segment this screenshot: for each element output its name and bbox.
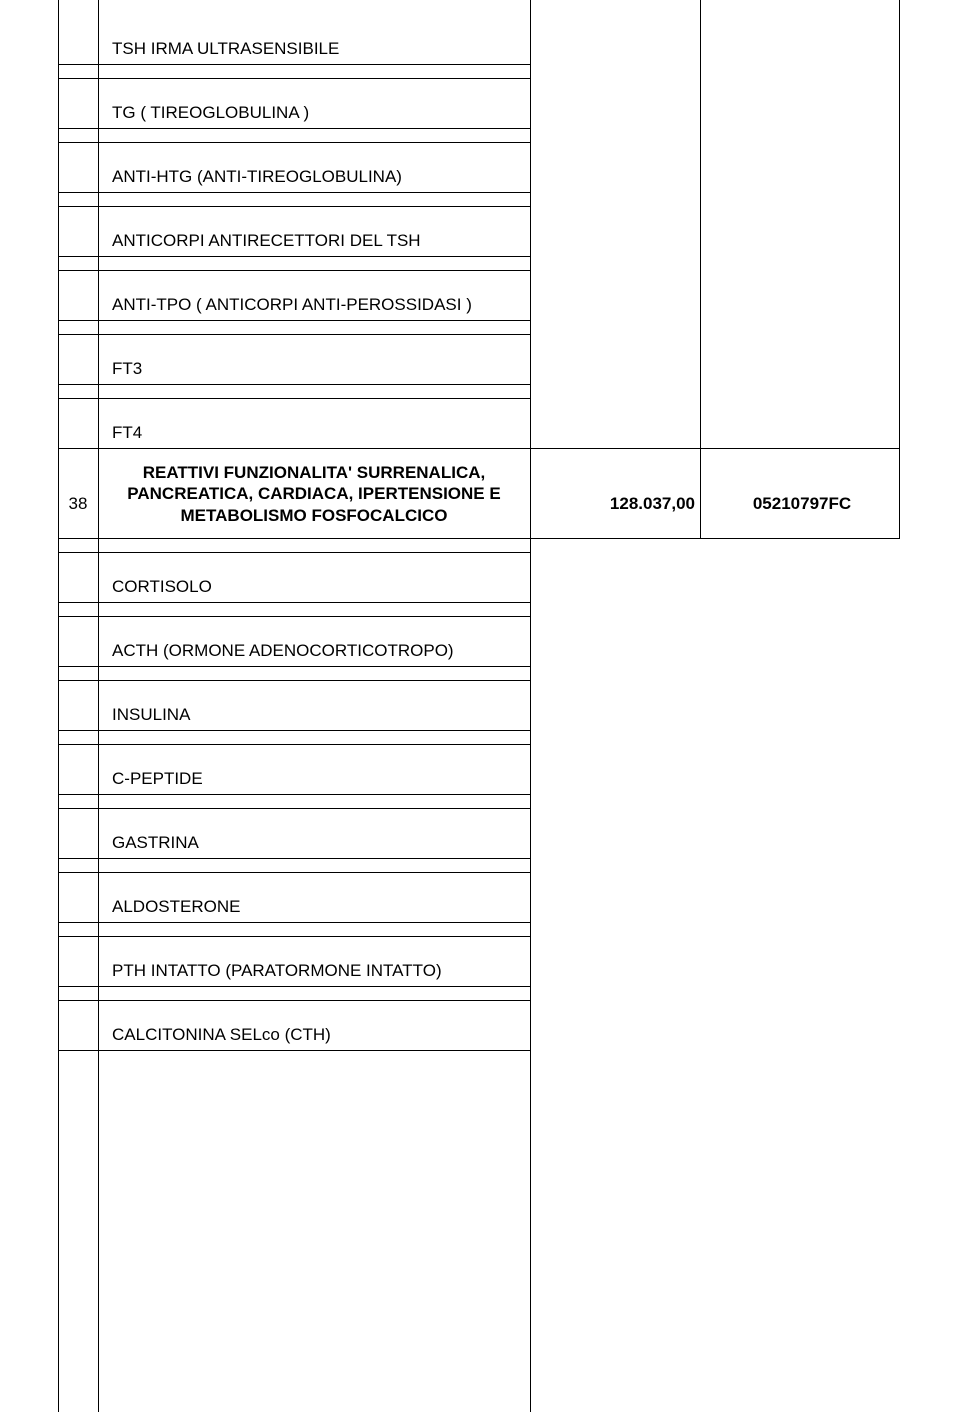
table-row-divider: [58, 744, 530, 745]
table-row-divider: [58, 384, 530, 385]
table-section-label: REATTIVI FUNZIONALITA' SURRENALICA, PANC…: [98, 462, 530, 526]
table-section-bottom-border: [58, 538, 900, 539]
top-right-col-divider: [700, 0, 701, 448]
table-row-divider: [58, 334, 530, 335]
table-row-divider: [58, 680, 530, 681]
table-row-divider: [58, 872, 530, 873]
table-row-divider: [58, 794, 530, 795]
table-col0-right-border: [98, 0, 99, 1412]
table-row-label: ALDOSTERONE: [112, 896, 517, 917]
table-row-divider: [58, 192, 530, 193]
table-row-label: FT4: [112, 422, 517, 443]
table-row-divider: [58, 602, 530, 603]
table-row-divider: [58, 320, 530, 321]
table-row-divider: [58, 616, 530, 617]
table-row-number: 38: [58, 494, 98, 514]
top-right-columns-box: [530, 0, 900, 448]
section-row-right-border: [899, 448, 900, 538]
table-row-label: ANTI-TPO ( ANTICORPI ANTI-PEROSSIDASI ): [112, 294, 517, 315]
table-row-label: CORTISOLO: [112, 576, 517, 597]
table-row-label: FT3: [112, 358, 517, 379]
table-col0-left-border: [58, 0, 59, 1412]
section-row-right: [530, 448, 900, 538]
table-row-label: ANTI-HTG (ANTI-TIREOGLOBULINA): [112, 166, 517, 187]
table-row-label: CALCITONINA SELco (CTH): [112, 1024, 517, 1045]
table-row-label: PTH INTATTO (PARATORMONE INTATTO): [112, 960, 517, 981]
table-row-divider: [58, 552, 530, 553]
table-row-label: C-PEPTIDE: [112, 768, 517, 789]
table-row-label: GASTRINA: [112, 832, 517, 853]
table-row-divider: [58, 1000, 530, 1001]
section-row-code: 05210797FC: [712, 494, 892, 514]
section-row-col-divider: [700, 448, 701, 538]
table-row-divider: [58, 128, 530, 129]
table-row-divider: [58, 858, 530, 859]
table-row-divider: [58, 256, 530, 257]
table-row-label: ACTH (ORMONE ADENOCORTICOTROPO): [112, 640, 517, 661]
table-row-divider: [58, 1050, 530, 1051]
table-row-divider: [58, 78, 530, 79]
table-row-divider: [58, 808, 530, 809]
table-row-divider: [58, 922, 530, 923]
table-row-divider: [58, 936, 530, 937]
table-row-divider: [58, 206, 530, 207]
table-row-divider: [58, 398, 530, 399]
table-row-label: ANTICORPI ANTIRECETTORI DEL TSH: [112, 230, 517, 251]
table-row-label: INSULINA: [112, 704, 517, 725]
page: TSH IRMA ULTRASENSIBILE TG ( TIREOGLOBUL…: [0, 0, 960, 1412]
table-row-label: TG ( TIREOGLOBULINA ): [112, 102, 517, 123]
table-row-divider: [58, 270, 530, 271]
table-row-divider: [58, 666, 530, 667]
table-row-divider: [58, 64, 530, 65]
table-row-divider: [58, 142, 530, 143]
section-row-value: 128.037,00: [540, 494, 695, 514]
table-row-divider: [58, 986, 530, 987]
table-row-label: TSH IRMA ULTRASENSIBILE: [112, 38, 517, 59]
table-row-divider: [58, 730, 530, 731]
